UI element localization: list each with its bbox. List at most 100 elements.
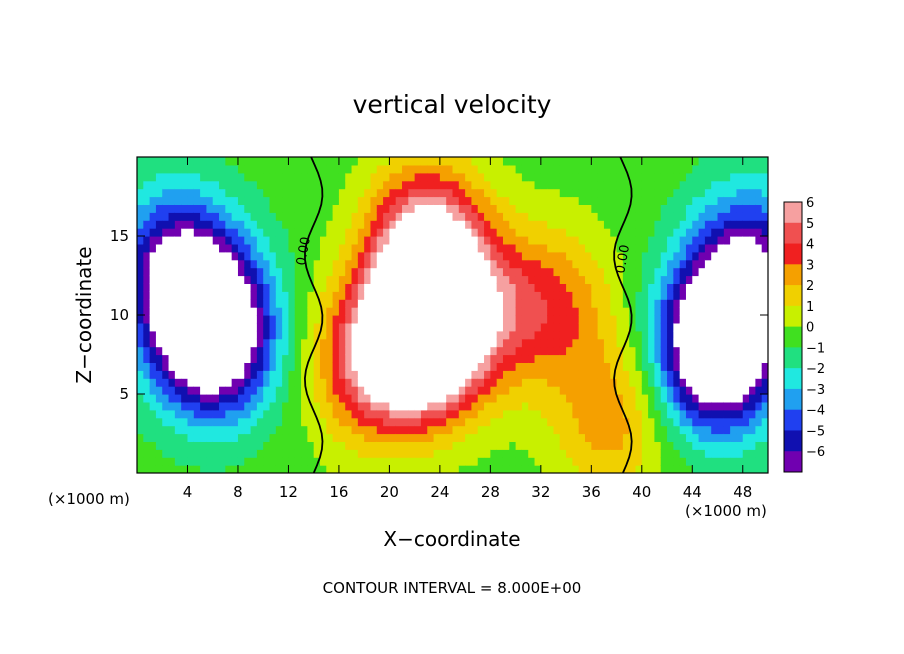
heatmap-cell xyxy=(610,322,618,332)
heatmap-cell xyxy=(711,378,719,387)
heatmap-cell xyxy=(660,204,668,213)
heatmap-cell xyxy=(345,425,353,435)
heatmap-cell xyxy=(685,330,693,340)
heatmap-cell xyxy=(692,449,700,458)
heatmap-cell xyxy=(717,283,725,292)
heatmap-cell xyxy=(603,378,611,387)
heatmap-cell xyxy=(187,457,195,466)
heatmap-cell xyxy=(231,283,239,292)
heatmap-cell xyxy=(723,465,731,473)
colorbar-segment xyxy=(784,409,802,431)
heatmap-cell xyxy=(225,330,233,340)
heatmap-cell xyxy=(471,362,479,371)
heatmap-cell xyxy=(427,204,435,213)
heatmap-cell xyxy=(446,307,454,316)
heatmap-cell xyxy=(168,354,176,363)
heatmap-cell xyxy=(566,259,573,269)
heatmap-cell xyxy=(326,362,334,371)
heatmap-cell xyxy=(269,330,277,340)
heatmap-cell xyxy=(635,441,643,450)
heatmap-cell xyxy=(704,330,712,340)
heatmap-cell xyxy=(597,394,605,403)
heatmap-cell xyxy=(193,362,201,371)
heatmap-cell xyxy=(383,157,390,166)
heatmap-cell xyxy=(433,157,441,166)
heatmap-cell xyxy=(364,457,372,466)
heatmap-cell xyxy=(225,275,233,284)
heatmap-cell xyxy=(408,449,416,458)
heatmap-cell xyxy=(635,362,643,371)
x-tick-label: 28 xyxy=(481,483,500,501)
heatmap-cell xyxy=(673,267,681,277)
heatmap-cell xyxy=(370,378,378,387)
heatmap-cell xyxy=(263,299,271,308)
heatmap-cell xyxy=(553,354,561,363)
heatmap-cell xyxy=(345,204,353,213)
heatmap-cell xyxy=(319,212,327,221)
heatmap-cell xyxy=(635,401,643,411)
heatmap-cell xyxy=(332,212,340,221)
heatmap-cell xyxy=(698,378,706,387)
heatmap-cell xyxy=(641,228,649,237)
heatmap-cell xyxy=(635,307,643,316)
heatmap-cell xyxy=(667,401,674,411)
heatmap-cell xyxy=(427,243,435,253)
heatmap-cell xyxy=(408,220,416,229)
heatmap-cell xyxy=(540,299,548,308)
heatmap-cell xyxy=(622,322,630,332)
heatmap-cell xyxy=(723,338,731,348)
heatmap-cell xyxy=(155,275,163,284)
heatmap-cell xyxy=(572,291,580,300)
heatmap-cell xyxy=(143,188,151,198)
heatmap-cell xyxy=(250,338,258,348)
heatmap-cell xyxy=(168,307,176,316)
heatmap-cell xyxy=(654,275,662,284)
colorbar-tick-label: 1 xyxy=(806,300,814,315)
heatmap-cell xyxy=(540,259,548,269)
heatmap-cell xyxy=(585,251,592,261)
heatmap-cell xyxy=(439,220,447,229)
heatmap-cell xyxy=(275,449,283,458)
heatmap-cell xyxy=(319,172,327,182)
heatmap-cell xyxy=(370,315,378,324)
heatmap-cell xyxy=(326,425,334,435)
heatmap-cell xyxy=(402,220,409,229)
heatmap-cell xyxy=(761,346,768,356)
heatmap-cell xyxy=(755,307,763,316)
heatmap-cell xyxy=(193,275,201,284)
heatmap-cell xyxy=(206,354,214,363)
heatmap-cell xyxy=(181,394,189,403)
heatmap-cell xyxy=(181,322,189,332)
heatmap-cell xyxy=(635,394,643,403)
heatmap-cell xyxy=(414,251,422,261)
heatmap-cell xyxy=(521,433,529,442)
heatmap-cell xyxy=(250,204,258,213)
heatmap-cell xyxy=(250,188,258,198)
heatmap-cell xyxy=(465,299,473,308)
heatmap-cell xyxy=(648,401,656,411)
heatmap-cell xyxy=(383,172,390,182)
heatmap-cell xyxy=(137,322,144,332)
heatmap-cell xyxy=(420,212,428,221)
heatmap-cell xyxy=(711,370,719,379)
heatmap-cell xyxy=(679,425,687,435)
heatmap-cell xyxy=(521,275,529,284)
heatmap-cell xyxy=(553,465,561,473)
heatmap-cell xyxy=(534,220,542,229)
heatmap-cell xyxy=(566,275,573,284)
heatmap-cell xyxy=(256,291,264,300)
heatmap-cell xyxy=(395,275,403,284)
heatmap-cell xyxy=(174,449,182,458)
heatmap-cell xyxy=(509,370,517,379)
heatmap-cell xyxy=(534,354,542,363)
heatmap-cell xyxy=(294,291,302,300)
heatmap-cell xyxy=(301,354,308,363)
heatmap-cell xyxy=(313,417,321,427)
heatmap-cell xyxy=(742,307,750,316)
heatmap-cell xyxy=(534,338,542,348)
heatmap-cell xyxy=(502,307,510,316)
heatmap-cell xyxy=(635,251,643,261)
heatmap-cell xyxy=(578,196,586,205)
heatmap-cell xyxy=(250,243,258,253)
heatmap-cell xyxy=(427,275,435,284)
